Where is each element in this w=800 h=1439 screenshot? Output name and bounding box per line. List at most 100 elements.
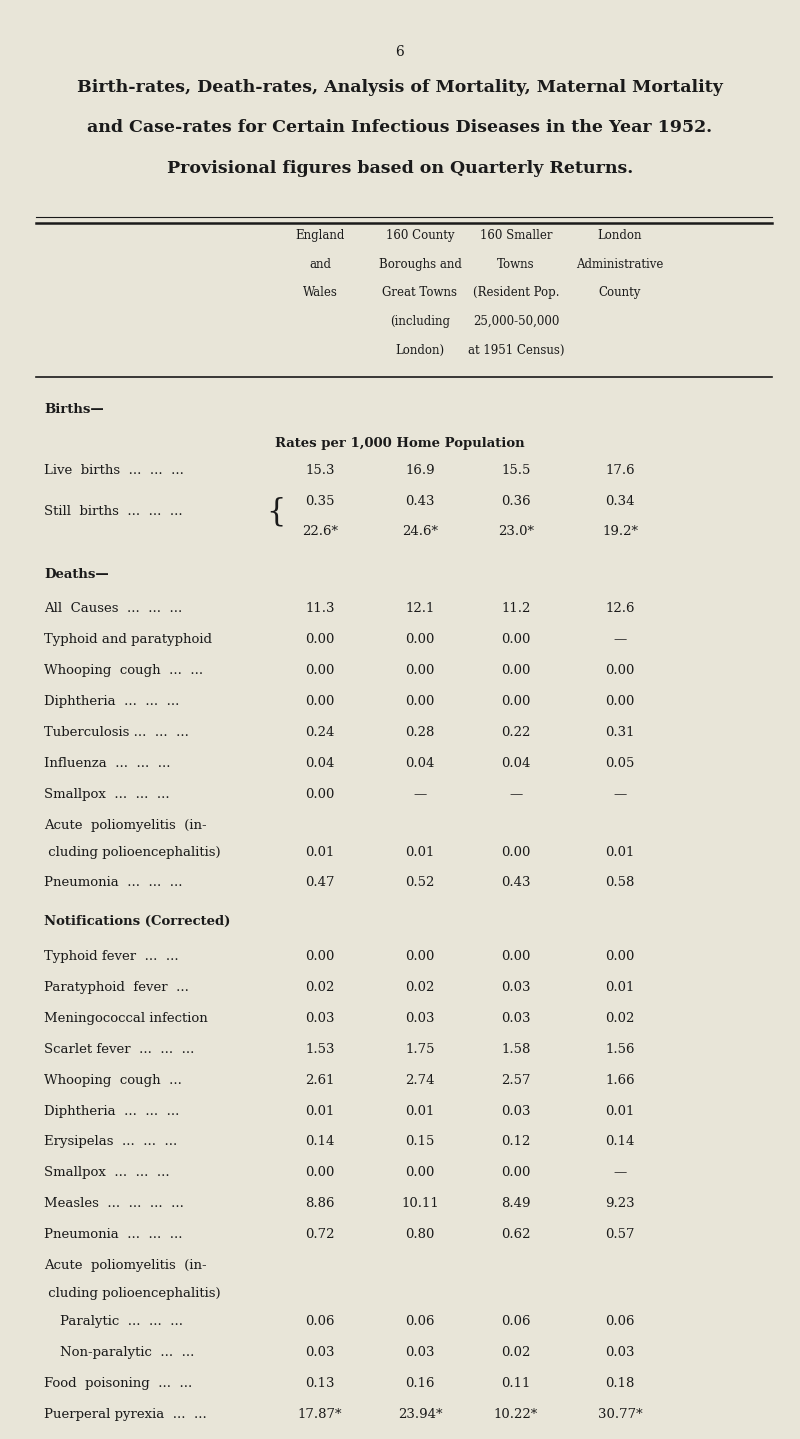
Text: Notifications (Corrected): Notifications (Corrected) xyxy=(44,915,230,928)
Text: 0.34: 0.34 xyxy=(606,495,634,508)
Text: 0.03: 0.03 xyxy=(502,1012,530,1025)
Text: —: — xyxy=(510,787,522,800)
Text: 0.06: 0.06 xyxy=(306,1315,334,1328)
Text: Birth-rates, Death-rates, Analysis of Mortality, Maternal Mortality: Birth-rates, Death-rates, Analysis of Mo… xyxy=(77,79,723,96)
Text: Influenza  ...  ...  ...: Influenza ... ... ... xyxy=(44,757,170,770)
Text: Still  births  ...  ...  ...: Still births ... ... ... xyxy=(44,505,182,518)
Text: 0.00: 0.00 xyxy=(306,787,334,800)
Text: 0.02: 0.02 xyxy=(306,981,334,994)
Text: 0.31: 0.31 xyxy=(606,725,634,738)
Text: 0.02: 0.02 xyxy=(502,1345,530,1358)
Text: County: County xyxy=(599,286,641,299)
Text: Administrative: Administrative xyxy=(576,258,664,271)
Text: 22.6*: 22.6* xyxy=(302,525,338,538)
Text: Smallpox  ...  ...  ...: Smallpox ... ... ... xyxy=(44,787,170,800)
Text: 0.52: 0.52 xyxy=(406,876,434,889)
Text: 0.01: 0.01 xyxy=(606,846,634,859)
Text: Meningococcal infection: Meningococcal infection xyxy=(44,1012,208,1025)
Text: 0.01: 0.01 xyxy=(306,1105,334,1118)
Text: 0.00: 0.00 xyxy=(306,1167,334,1180)
Text: 8.49: 8.49 xyxy=(502,1197,530,1210)
Text: London): London) xyxy=(395,344,445,357)
Text: 0.58: 0.58 xyxy=(606,876,634,889)
Text: Paralytic  ...  ...  ...: Paralytic ... ... ... xyxy=(60,1315,183,1328)
Text: Towns: Towns xyxy=(497,258,535,271)
Text: —: — xyxy=(614,1167,626,1180)
Text: and: and xyxy=(309,258,331,271)
Text: 0.03: 0.03 xyxy=(306,1012,334,1025)
Text: Smallpox  ...  ...  ...: Smallpox ... ... ... xyxy=(44,1167,170,1180)
Text: 0.47: 0.47 xyxy=(306,876,334,889)
Text: 23.94*: 23.94* xyxy=(398,1407,442,1420)
Text: 0.00: 0.00 xyxy=(406,950,434,963)
Text: 0.14: 0.14 xyxy=(306,1135,334,1148)
Text: 25,000-50,000: 25,000-50,000 xyxy=(473,315,559,328)
Text: 0.57: 0.57 xyxy=(606,1229,634,1242)
Text: 2.61: 2.61 xyxy=(306,1073,334,1086)
Text: 10.22*: 10.22* xyxy=(494,1407,538,1420)
Text: 0.00: 0.00 xyxy=(306,695,334,708)
Text: Typhoid fever  ...  ...: Typhoid fever ... ... xyxy=(44,950,178,963)
Text: at 1951 Census): at 1951 Census) xyxy=(468,344,564,357)
Text: 30.77*: 30.77* xyxy=(598,1407,642,1420)
Text: 0.15: 0.15 xyxy=(406,1135,434,1148)
Text: Puerperal pyrexia  ...  ...: Puerperal pyrexia ... ... xyxy=(44,1407,206,1420)
Text: 0.02: 0.02 xyxy=(406,981,434,994)
Text: Food  poisoning  ...  ...: Food poisoning ... ... xyxy=(44,1377,192,1390)
Text: —: — xyxy=(414,787,426,800)
Text: Boroughs and: Boroughs and xyxy=(378,258,462,271)
Text: 0.05: 0.05 xyxy=(606,757,634,770)
Text: 160 County: 160 County xyxy=(386,229,454,242)
Text: 1.53: 1.53 xyxy=(306,1043,334,1056)
Text: 0.00: 0.00 xyxy=(606,663,634,676)
Text: 0.00: 0.00 xyxy=(406,663,434,676)
Text: 0.13: 0.13 xyxy=(306,1377,334,1390)
Text: London: London xyxy=(598,229,642,242)
Text: 12.1: 12.1 xyxy=(406,602,434,614)
Text: Wales: Wales xyxy=(302,286,338,299)
Text: 0.16: 0.16 xyxy=(406,1377,434,1390)
Text: 16.9: 16.9 xyxy=(405,463,435,476)
Text: Erysipelas  ...  ...  ...: Erysipelas ... ... ... xyxy=(44,1135,178,1148)
Text: 0.00: 0.00 xyxy=(502,846,530,859)
Text: 6: 6 xyxy=(396,45,404,59)
Text: Diphtheria  ...  ...  ...: Diphtheria ... ... ... xyxy=(44,1105,179,1118)
Text: 0.03: 0.03 xyxy=(606,1345,634,1358)
Text: cluding polioencephalitis): cluding polioencephalitis) xyxy=(44,846,221,859)
Text: 19.2*: 19.2* xyxy=(602,525,638,538)
Text: 1.56: 1.56 xyxy=(606,1043,634,1056)
Text: 0.00: 0.00 xyxy=(606,950,634,963)
Text: 0.02: 0.02 xyxy=(606,1012,634,1025)
Text: 2.74: 2.74 xyxy=(406,1073,434,1086)
Text: 0.43: 0.43 xyxy=(502,876,530,889)
Text: 0.43: 0.43 xyxy=(406,495,434,508)
Text: 0.03: 0.03 xyxy=(306,1345,334,1358)
Text: 0.00: 0.00 xyxy=(406,1167,434,1180)
Text: 23.0*: 23.0* xyxy=(498,525,534,538)
Text: 0.00: 0.00 xyxy=(502,950,530,963)
Text: England: England xyxy=(295,229,345,242)
Text: Provisional figures based on Quarterly Returns.: Provisional figures based on Quarterly R… xyxy=(167,160,633,177)
Text: 1.66: 1.66 xyxy=(605,1073,635,1086)
Text: 0.03: 0.03 xyxy=(502,981,530,994)
Text: 0.35: 0.35 xyxy=(306,495,334,508)
Text: 17.87*: 17.87* xyxy=(298,1407,342,1420)
Text: 0.03: 0.03 xyxy=(502,1105,530,1118)
Text: Rates per 1,000 Home Population: Rates per 1,000 Home Population xyxy=(275,437,525,450)
Text: 0.00: 0.00 xyxy=(502,663,530,676)
Text: Scarlet fever  ...  ...  ...: Scarlet fever ... ... ... xyxy=(44,1043,194,1056)
Text: 0.11: 0.11 xyxy=(502,1377,530,1390)
Text: 0.06: 0.06 xyxy=(606,1315,634,1328)
Text: 1.75: 1.75 xyxy=(406,1043,434,1056)
Text: Tuberculosis ...  ...  ...: Tuberculosis ... ... ... xyxy=(44,725,189,738)
Text: Great Towns: Great Towns xyxy=(382,286,458,299)
Text: 0.00: 0.00 xyxy=(502,633,530,646)
Text: 0.01: 0.01 xyxy=(606,1105,634,1118)
Text: 12.6: 12.6 xyxy=(606,602,634,614)
Text: 24.6*: 24.6* xyxy=(402,525,438,538)
Text: Diphtheria  ...  ...  ...: Diphtheria ... ... ... xyxy=(44,695,179,708)
Text: Acute  poliomyelitis  (in-: Acute poliomyelitis (in- xyxy=(44,819,206,832)
Text: 0.06: 0.06 xyxy=(406,1315,434,1328)
Text: 15.3: 15.3 xyxy=(306,463,334,476)
Text: 15.5: 15.5 xyxy=(502,463,530,476)
